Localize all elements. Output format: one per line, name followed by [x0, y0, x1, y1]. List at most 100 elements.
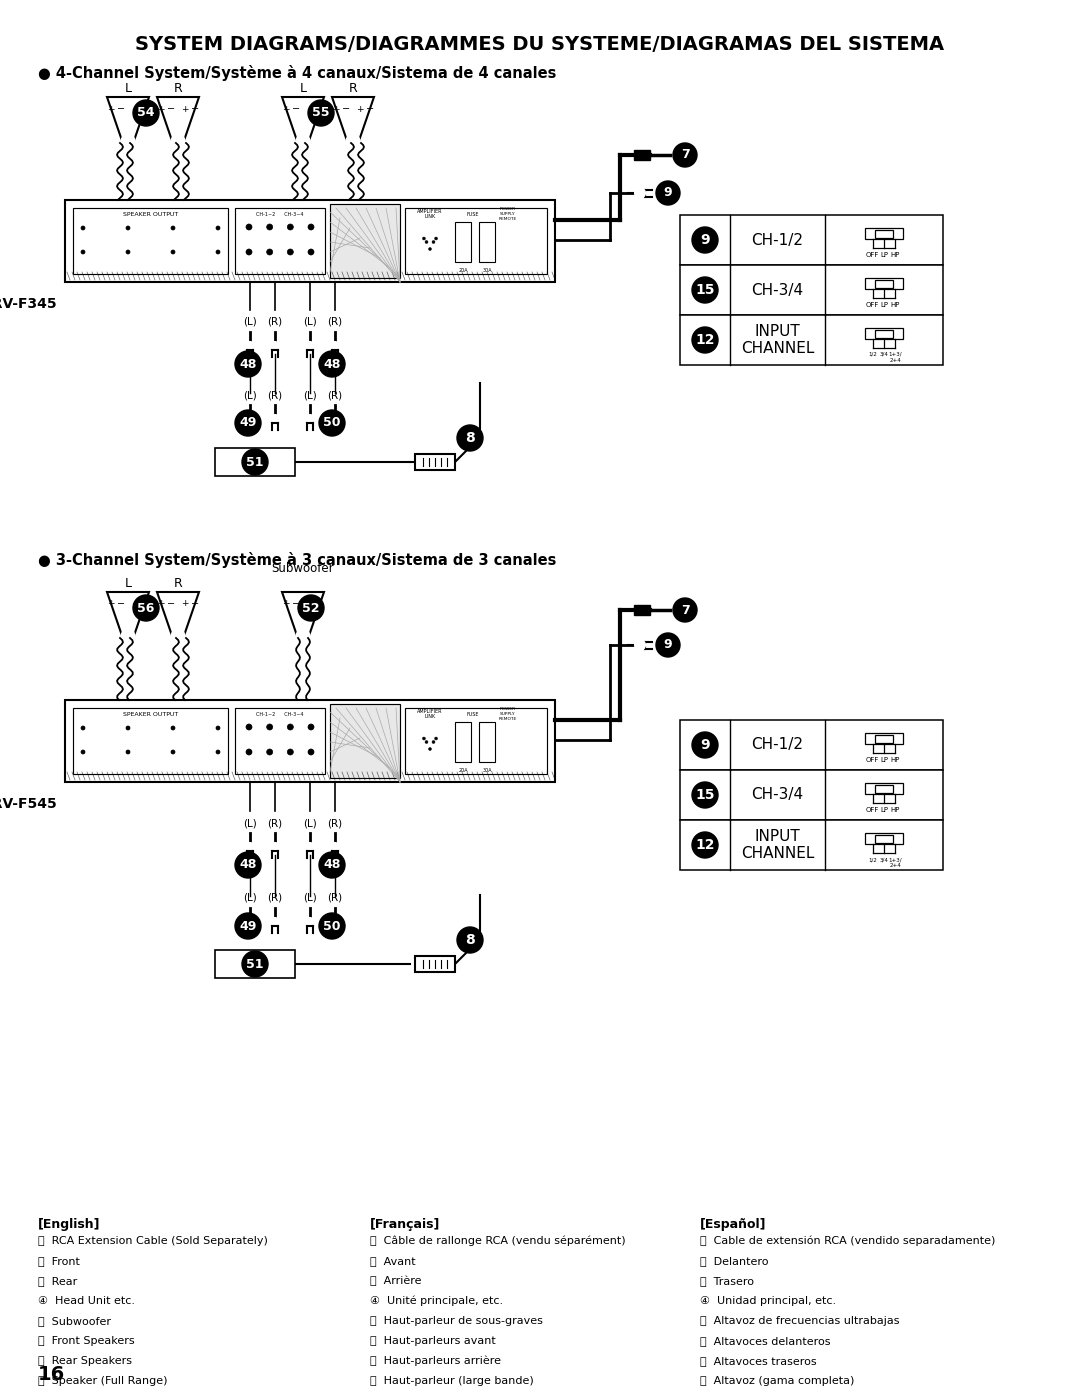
- Circle shape: [235, 409, 261, 436]
- Circle shape: [429, 247, 432, 250]
- Circle shape: [692, 226, 718, 253]
- Circle shape: [303, 244, 318, 258]
- Circle shape: [308, 249, 314, 256]
- Bar: [865, 782, 903, 793]
- Circle shape: [262, 219, 276, 235]
- Circle shape: [457, 928, 483, 953]
- Text: Ⓑ  RCA Extension Cable (Sold Separately): Ⓑ RCA Extension Cable (Sold Separately): [38, 1236, 268, 1246]
- Circle shape: [81, 226, 85, 231]
- Text: LP: LP: [880, 302, 888, 307]
- Text: INPUT
CHANNEL: INPUT CHANNEL: [741, 828, 814, 861]
- Circle shape: [306, 918, 314, 926]
- Circle shape: [235, 914, 261, 939]
- Text: FUSE: FUSE: [467, 211, 480, 217]
- Text: 56: 56: [137, 602, 154, 615]
- Circle shape: [287, 249, 294, 256]
- Circle shape: [303, 219, 318, 235]
- Circle shape: [171, 726, 175, 731]
- Text: OFF: OFF: [866, 251, 879, 258]
- Text: +: +: [181, 599, 189, 609]
- Circle shape: [126, 250, 130, 254]
- Circle shape: [306, 842, 314, 851]
- Text: SYSTEM DIAGRAMS/DIAGRAMMES DU SYSTEME/DIAGRAMAS DEL SISTEMA: SYSTEM DIAGRAMS/DIAGRAMMES DU SYSTEME/DI…: [135, 35, 945, 53]
- Text: +: +: [356, 105, 364, 113]
- Polygon shape: [282, 592, 324, 636]
- Circle shape: [216, 750, 220, 754]
- Circle shape: [308, 749, 314, 754]
- Text: +: +: [282, 105, 289, 113]
- Circle shape: [432, 740, 435, 743]
- Text: (R): (R): [268, 390, 283, 400]
- Text: 7: 7: [680, 148, 689, 162]
- Text: (L): (L): [243, 317, 257, 327]
- Text: Ⓡ  Altavoz (gama completa): Ⓡ Altavoz (gama completa): [700, 1376, 854, 1386]
- Circle shape: [673, 598, 697, 622]
- Text: (R): (R): [327, 317, 342, 327]
- Text: POWER
SUPPLY
REMOTE: POWER SUPPLY REMOTE: [499, 707, 517, 721]
- Bar: [865, 733, 903, 745]
- Text: Ⓒ  Avant: Ⓒ Avant: [370, 1256, 416, 1266]
- Circle shape: [429, 747, 432, 750]
- Bar: [876, 231, 892, 237]
- Text: 54: 54: [137, 106, 154, 120]
- Text: CH-1~2      CH-3~4: CH-1~2 CH-3~4: [256, 711, 303, 717]
- Circle shape: [692, 732, 718, 759]
- Text: L: L: [124, 82, 132, 95]
- Circle shape: [212, 722, 224, 733]
- Circle shape: [319, 409, 345, 436]
- Text: 20A: 20A: [458, 268, 468, 272]
- Bar: [680, 770, 943, 820]
- Text: Ⓞ  Subwoofer: Ⓞ Subwoofer: [38, 1316, 111, 1326]
- Circle shape: [426, 240, 428, 243]
- Text: (R): (R): [268, 819, 283, 828]
- Text: 3/4: 3/4: [879, 856, 889, 862]
- Text: (L): (L): [303, 390, 316, 400]
- Text: [English]: [English]: [38, 1218, 100, 1231]
- Text: OFF: OFF: [866, 302, 879, 307]
- Text: 30A: 30A: [482, 268, 491, 272]
- Bar: [865, 228, 903, 239]
- Circle shape: [246, 224, 252, 231]
- Text: −: −: [140, 103, 149, 115]
- Circle shape: [246, 249, 252, 256]
- Text: ④  Unité principale, etc.: ④ Unité principale, etc.: [370, 1296, 503, 1306]
- Text: −: −: [342, 103, 350, 115]
- Text: 15: 15: [696, 788, 715, 802]
- Bar: [73, 208, 228, 274]
- Circle shape: [122, 222, 134, 235]
- Circle shape: [418, 231, 442, 254]
- Bar: [876, 785, 892, 792]
- Circle shape: [267, 249, 272, 256]
- Bar: [680, 820, 943, 870]
- Text: CH-3/4: CH-3/4: [752, 282, 804, 298]
- Circle shape: [242, 244, 256, 258]
- Text: MRV-F345: MRV-F345: [0, 298, 57, 312]
- Circle shape: [303, 719, 318, 733]
- Text: 8: 8: [465, 432, 475, 446]
- Circle shape: [692, 782, 718, 807]
- Circle shape: [434, 237, 437, 240]
- Text: 48: 48: [323, 859, 340, 872]
- Bar: [680, 719, 943, 770]
- Bar: [865, 833, 903, 844]
- Text: Ⓡ  Haut-parleur (large bande): Ⓡ Haut-parleur (large bande): [370, 1376, 534, 1386]
- Text: HP: HP: [891, 302, 900, 307]
- Circle shape: [422, 738, 426, 740]
- Bar: [680, 314, 943, 365]
- Circle shape: [297, 630, 310, 643]
- Text: Ⓟ  Haut-parleurs avant: Ⓟ Haut-parleurs avant: [370, 1336, 496, 1345]
- Text: +: +: [333, 105, 340, 113]
- Circle shape: [271, 415, 279, 423]
- Circle shape: [418, 731, 442, 754]
- Bar: [405, 208, 546, 274]
- Bar: [455, 722, 471, 761]
- Circle shape: [126, 750, 130, 754]
- Circle shape: [171, 226, 175, 231]
- Text: HP: HP: [891, 251, 900, 258]
- Text: R: R: [349, 82, 357, 95]
- Text: (L): (L): [243, 893, 257, 902]
- Circle shape: [216, 726, 220, 731]
- Circle shape: [126, 726, 130, 731]
- Text: (R): (R): [327, 819, 342, 828]
- Text: 48: 48: [240, 358, 257, 370]
